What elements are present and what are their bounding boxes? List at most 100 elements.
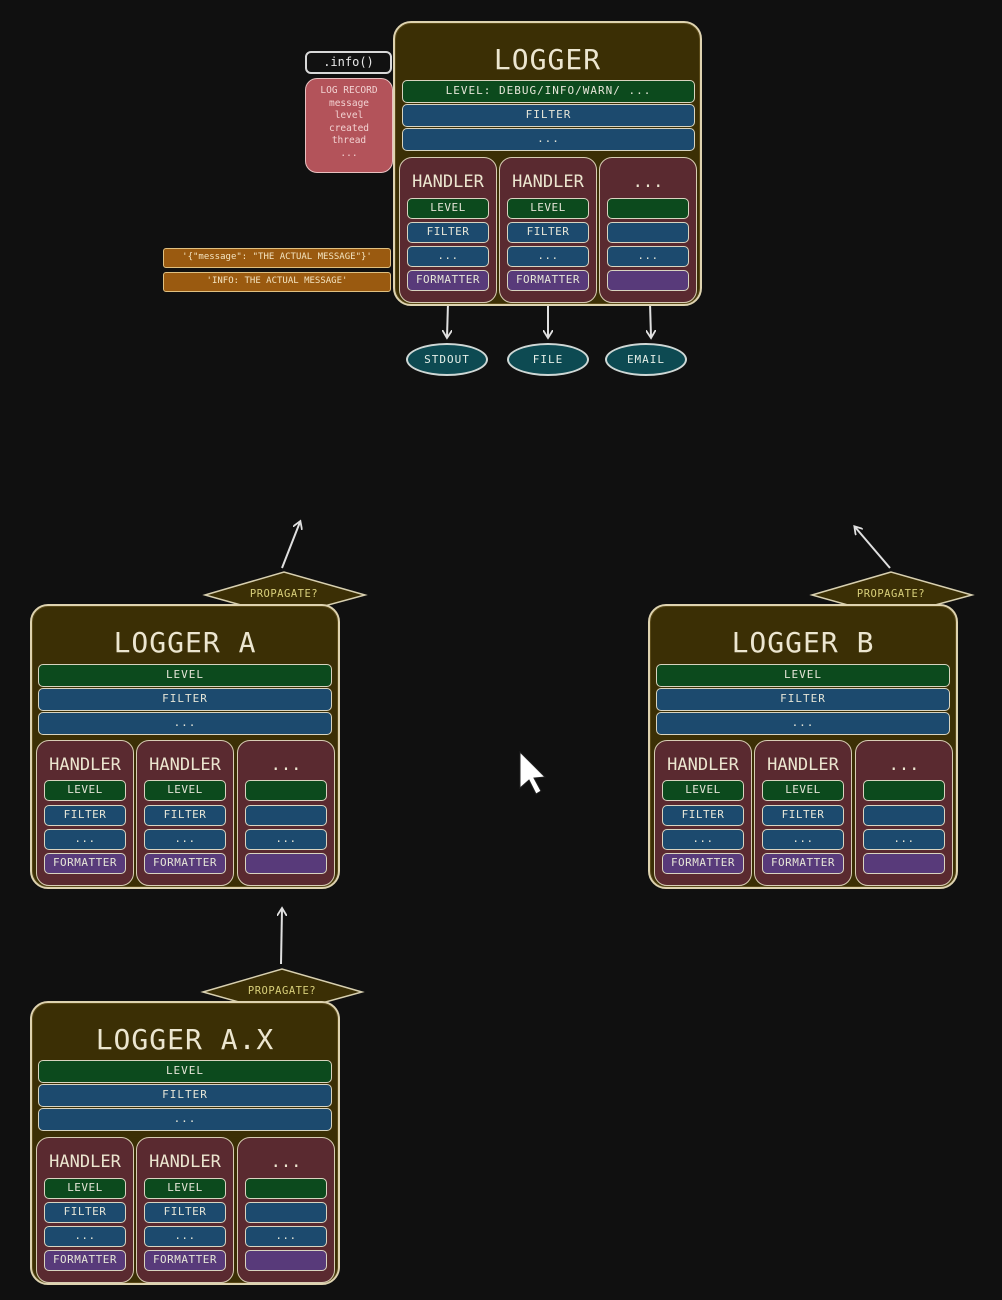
propagate-arrow-ax	[281, 909, 282, 965]
log-record: LOG RECORD message level created thread …	[305, 78, 393, 173]
handler-formatter-bar	[245, 1250, 327, 1271]
handler-formatter-bar: FORMATTER	[44, 1250, 126, 1271]
handler-title: ...	[270, 1152, 302, 1172]
handler-level-bar: LEVEL	[662, 780, 744, 801]
handler-more-bar: ...	[762, 829, 844, 850]
stdout-destination: STDOUT	[406, 343, 488, 376]
main-logger: LOGGER LEVEL: DEBUG/INFO/WARN/ ... FILTE…	[393, 21, 702, 306]
handler-level-bar: LEVEL	[407, 198, 489, 219]
logger-level-bar: LEVEL	[38, 664, 332, 687]
handler-filter-bar: FILTER	[144, 805, 226, 826]
arrow-to-email	[650, 302, 651, 337]
handler-formatter-bar	[607, 270, 689, 291]
handler: HANDLER LEVEL FILTER ... FORMATTER	[36, 740, 134, 886]
handler-filter-bar: FILTER	[44, 1202, 126, 1223]
logger-filter-bar: FILTER	[38, 688, 332, 711]
handler-title: HANDLER	[49, 755, 121, 775]
handler-title: ...	[888, 755, 920, 775]
handler-formatter-bar: FORMATTER	[762, 853, 844, 874]
handler: HANDLER LEVEL FILTER ... FORMATTER	[399, 157, 497, 303]
handler-placeholder: ... ...	[237, 740, 335, 886]
logger-title: LOGGER A	[113, 626, 257, 659]
handler-more-bar: ...	[245, 829, 327, 850]
logger-a-x: LOGGER A.X LEVEL FILTER ... HANDLER LEVE…	[30, 1001, 340, 1285]
handler-filter-bar: FILTER	[762, 805, 844, 826]
log-record-field: message	[328, 97, 370, 109]
logger-title: LOGGER B	[731, 626, 875, 659]
propagate-label-ax: PROPAGATE?	[247, 985, 317, 997]
handler-more-bar: ...	[44, 829, 126, 850]
handler-more-bar: ...	[44, 1226, 126, 1247]
handler-level-bar: LEVEL	[762, 780, 844, 801]
handler-formatter-bar: FORMATTER	[407, 270, 489, 291]
handler-level-bar	[245, 1178, 327, 1199]
handler-title: HANDLER	[149, 1152, 221, 1172]
handler-placeholder: ... ...	[237, 1137, 335, 1283]
handler-title: ...	[270, 755, 302, 775]
handler-level-bar	[607, 198, 689, 219]
logger-more-bar: ...	[402, 128, 695, 151]
log-record-field: ...	[340, 147, 358, 159]
logger-more-bar: ...	[38, 712, 332, 735]
handler-formatter-bar	[245, 853, 327, 874]
handler-title: HANDLER	[412, 172, 484, 192]
handler: HANDLER LEVEL FILTER ... FORMATTER	[654, 740, 752, 886]
logger-level-bar: LEVEL	[656, 664, 950, 687]
handler-more-bar: ...	[607, 246, 689, 267]
logger-more-bar: ...	[656, 712, 950, 735]
propagate-arrow-a	[281, 522, 300, 569]
logger-filter-bar: FILTER	[402, 104, 695, 127]
handler-level-bar	[863, 780, 945, 801]
propagate-label-a: PROPAGATE?	[249, 588, 319, 600]
mouse-cursor-icon	[519, 750, 547, 795]
handler-title: HANDLER	[49, 1152, 121, 1172]
file-destination: FILE	[507, 343, 589, 376]
handler-filter-bar	[245, 805, 327, 826]
arrow-to-stdout	[447, 302, 448, 337]
logger-title: LOGGER	[493, 43, 602, 76]
handler-more-bar: ...	[863, 829, 945, 850]
handler: HANDLER LEVEL FILTER ... FORMATTER	[136, 1137, 234, 1283]
handler-formatter-bar: FORMATTER	[507, 270, 589, 291]
propagate-label-b: PROPAGATE?	[856, 588, 926, 600]
handler-more-bar: ...	[407, 246, 489, 267]
handler-level-bar: LEVEL	[507, 198, 589, 219]
handler-filter-bar: FILTER	[662, 805, 744, 826]
handler-title: ...	[632, 172, 664, 192]
json-formatted-output: '{"message": "THE ACTUAL MESSAGE"}'	[163, 248, 391, 268]
handler-level-bar: LEVEL	[44, 780, 126, 801]
logger-level-bar: LEVEL	[38, 1060, 332, 1083]
handler-formatter-bar: FORMATTER	[144, 1250, 226, 1271]
handler-filter-bar: FILTER	[144, 1202, 226, 1223]
handler-formatter-bar: FORMATTER	[44, 853, 126, 874]
logger-more-bar: ...	[38, 1108, 332, 1131]
handler-more-bar: ...	[144, 1226, 226, 1247]
handler-title: HANDLER	[149, 755, 221, 775]
handler-title: HANDLER	[512, 172, 584, 192]
propagate-arrow-b	[855, 527, 891, 569]
handler-more-bar: ...	[662, 829, 744, 850]
handler-filter-bar: FILTER	[44, 805, 126, 826]
logger-b: LOGGER B LEVEL FILTER ... HANDLER LEVEL …	[648, 604, 958, 889]
logger-level-bar: LEVEL: DEBUG/INFO/WARN/ ...	[402, 80, 695, 103]
handler-title: HANDLER	[667, 755, 739, 775]
handler-filter-bar: FILTER	[407, 222, 489, 243]
handler-more-bar: ...	[245, 1226, 327, 1247]
handler: HANDLER LEVEL FILTER ... FORMATTER	[754, 740, 852, 886]
logger-a: LOGGER A LEVEL FILTER ... HANDLER LEVEL …	[30, 604, 340, 889]
handler-level-bar: LEVEL	[144, 1178, 226, 1199]
log-record-field: thread	[331, 135, 367, 146]
logger-filter-bar: FILTER	[656, 688, 950, 711]
logger-title: LOGGER A.X	[95, 1023, 275, 1056]
log-record-field: created	[328, 122, 370, 134]
handler-level-bar: LEVEL	[44, 1178, 126, 1199]
handler-level-bar	[245, 780, 327, 801]
logger-filter-bar: FILTER	[38, 1084, 332, 1107]
info-method-call: .info()	[305, 51, 392, 74]
handler: HANDLER LEVEL FILTER ... FORMATTER	[136, 740, 234, 886]
handler-level-bar: LEVEL	[144, 780, 226, 801]
handler-filter-bar	[245, 1202, 327, 1223]
handler: HANDLER LEVEL FILTER ... FORMATTER	[499, 157, 597, 303]
log-record-title: LOG RECORD	[320, 85, 378, 96]
handler: HANDLER LEVEL FILTER ... FORMATTER	[36, 1137, 134, 1283]
